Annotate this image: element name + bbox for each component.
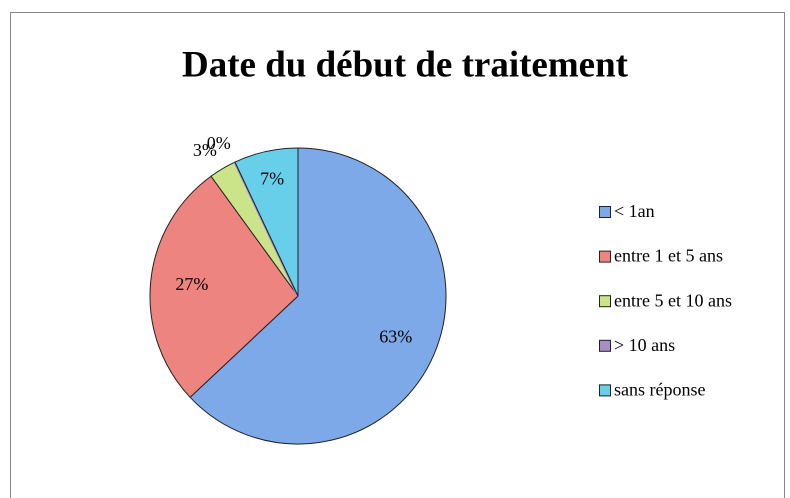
- legend-swatch: [599, 206, 611, 218]
- legend-swatch: [599, 339, 611, 352]
- chart-title: Date du début de traitement: [182, 44, 629, 85]
- data-label: 7%: [260, 169, 284, 189]
- legend-swatch: [599, 295, 611, 308]
- data-label: 63%: [379, 326, 412, 346]
- legend-label: > 10 ans: [614, 335, 675, 355]
- legend-label: < 1an: [614, 201, 655, 221]
- legend-label: entre 5 et 10 ans: [614, 290, 732, 310]
- legend-swatch: [599, 250, 611, 263]
- pie-slice: [234, 147, 299, 297]
- data-label: 27%: [175, 274, 208, 294]
- data-label: 0%: [207, 133, 231, 153]
- legend-swatch: [599, 384, 611, 397]
- legend-label: sans réponse: [614, 380, 705, 400]
- pie-slice: [189, 147, 447, 445]
- pie-slice: [149, 175, 299, 399]
- data-label: 3%: [193, 140, 217, 160]
- legend-label: entre 1 et 5 ans: [614, 246, 723, 266]
